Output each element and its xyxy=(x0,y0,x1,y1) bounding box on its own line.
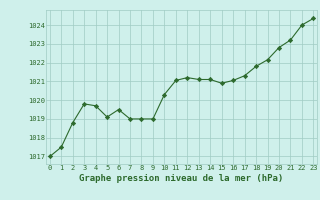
X-axis label: Graphe pression niveau de la mer (hPa): Graphe pression niveau de la mer (hPa) xyxy=(79,174,284,183)
